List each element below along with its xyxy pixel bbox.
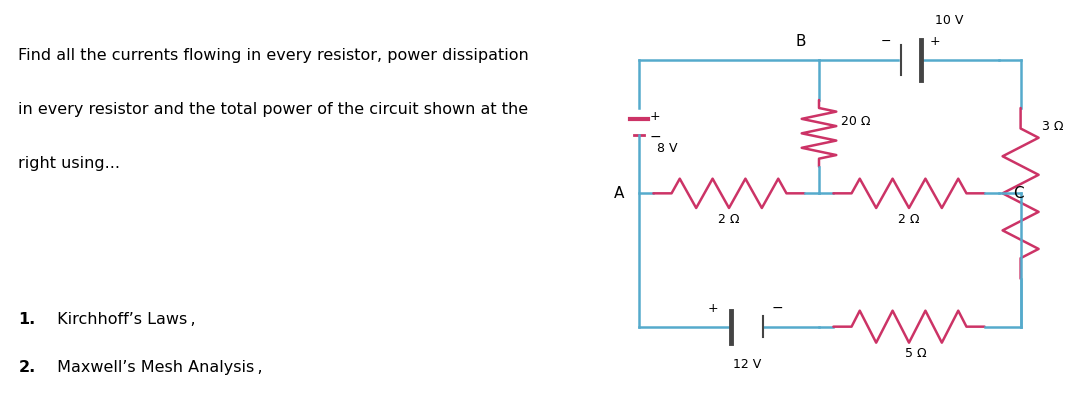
Text: Find all the currents flowing in every resistor, power dissipation: Find all the currents flowing in every r…: [18, 48, 529, 63]
Text: 2.: 2.: [18, 360, 36, 375]
Text: −: −: [881, 35, 892, 48]
Text: 10 V: 10 V: [935, 14, 963, 26]
Text: right using...: right using...: [18, 156, 121, 171]
Text: Kirchhoff’s Laws ,: Kirchhoff’s Laws ,: [52, 312, 195, 327]
Text: 8 V: 8 V: [657, 142, 677, 154]
Text: +: +: [930, 35, 941, 48]
Text: 20 Ω: 20 Ω: [840, 115, 870, 128]
Text: A: A: [615, 186, 624, 201]
Text: 2 Ω: 2 Ω: [899, 214, 920, 226]
Text: C: C: [1013, 186, 1024, 201]
Text: B: B: [796, 34, 807, 49]
Text: +: +: [707, 302, 718, 314]
Text: +: +: [650, 110, 661, 122]
Text: 3 Ω: 3 Ω: [1042, 120, 1064, 133]
Text: 1.: 1.: [18, 312, 36, 327]
Text: −: −: [772, 301, 783, 315]
Text: 2 Ω: 2 Ω: [718, 214, 740, 226]
Text: Maxwell’s Mesh Analysis ,: Maxwell’s Mesh Analysis ,: [52, 360, 262, 375]
Text: in every resistor and the total power of the circuit shown at the: in every resistor and the total power of…: [18, 102, 528, 117]
Text: −: −: [650, 130, 661, 144]
Text: 5 Ω: 5 Ω: [905, 347, 927, 360]
Text: 12 V: 12 V: [733, 358, 761, 370]
